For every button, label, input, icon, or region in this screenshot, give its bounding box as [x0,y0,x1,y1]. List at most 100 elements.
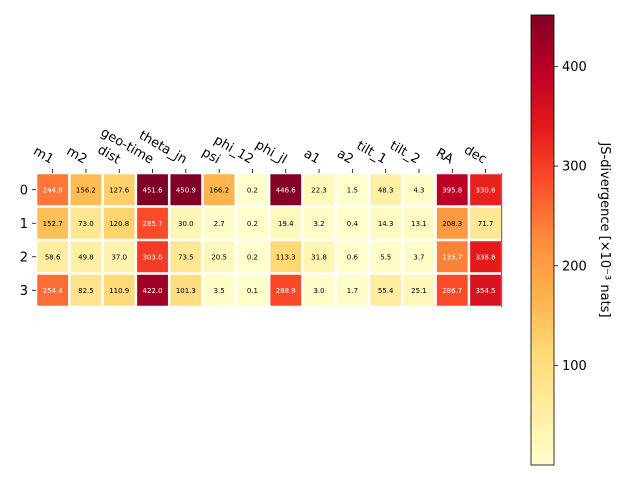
cell-label-r0-c5: 166.2 [209,186,229,194]
colorbar-tick-label-1: 200 [562,259,587,274]
heatmap-cell-r2-c13 [470,241,501,273]
cell-label-r0-c7: 446.6 [276,186,297,194]
heatmap-cell-r3-c9 [336,274,368,306]
heatmap-cells [37,173,503,307]
heatmap-cell-r3-c6 [237,274,268,306]
cell-label-r0-c12: 395.8 [442,186,462,194]
cell-label-r1-c12: 208.3 [442,220,462,228]
heatmap-cell-r2-c10 [370,241,402,273]
cell-label-r2-c2: 37.0 [111,253,127,261]
cell-label-r3-c8: 3.0 [313,287,324,295]
cell-label-r0-c11: 4.3 [413,186,424,194]
cell-label-r2-c8: 31.8 [311,253,327,261]
heatmap-cell-r2-c11 [403,241,435,273]
cell-label-r0-c4: 450.9 [176,186,196,194]
row-label-3: 3 [20,284,28,299]
colorbar-label: JS-divergence [×10⁻³ nats] [597,141,612,317]
colorbar-tick-label-0: 100 [562,359,587,374]
cell-label-r0-c2: 127.6 [109,186,130,194]
cell-label-r2-c7: 113.3 [276,253,296,261]
cell-label-r3-c3: 422.0 [143,287,163,295]
heatmap-cell-r0-c1 [70,174,102,206]
heatmap-cell-r3-c1 [70,274,102,306]
cell-label-r3-c2: 110.9 [109,287,129,295]
heatmap-cell-r3-c13 [470,274,501,306]
col-label-13: dec [461,143,489,168]
cell-label-r2-c10: 5.5 [380,253,391,261]
heatmap-cell-r2-c6 [237,241,268,273]
heatmap-cell-r0-c12 [436,174,468,206]
cell-label-r3-c4: 101.3 [176,287,196,295]
heatmap-cell-r2-c7 [270,241,302,273]
heatmap-cell-r1-c6 [237,207,268,239]
heatmap-cell-r3-c3 [137,274,168,306]
heatmap-cell-r1-c3 [137,207,168,239]
cell-label-r0-c1: 156.2 [76,186,96,194]
heatmap-cell-r2-c12 [436,241,468,273]
cell-label-r0-c8: 22.3 [311,186,327,194]
cell-label-r2-c5: 20.5 [211,253,227,261]
cell-label-r1-c8: 3.2 [313,220,324,228]
heatmap-cell-r3-c4 [170,274,202,306]
heatmap-cell-labels: 244.8 156.2 127.6 451.6 450.9 166.2 0.2 446.6 22… [43,186,496,295]
heatmap-cell-r0-c2 [103,174,135,206]
cell-label-r0-c9: 1.5 [347,186,358,194]
heatmap-cell-r2-c1 [70,241,102,273]
col-label-9: a2 [334,146,356,167]
heatmap-cell-r3-c12 [436,274,468,306]
cell-label-r1-c9: 0.4 [347,220,359,228]
col-label-0: m1 [31,144,57,167]
cell-label-r3-c9: 1.7 [347,287,358,295]
heatmap-cell-r3-c2 [103,274,135,306]
heatmap-cell-r1-c11 [403,207,435,239]
heatmap-cell-r0-c8 [303,174,335,206]
cell-label-r0-c10: 48.3 [378,186,394,194]
cell-label-r1-c10: 14.3 [378,220,394,228]
col-label-10: tilt_1 [354,138,389,167]
row-label-2: 2 [20,250,28,265]
heatmap-cell-r0-c5 [203,174,235,206]
cell-label-r1-c11: 13.1 [411,220,427,228]
heatmap-cell-r0-c10 [370,174,402,206]
cell-label-r1-c1: 73.0 [78,220,94,228]
cell-label-r2-c4: 73.5 [178,253,194,261]
cell-label-r2-c12: 235.7 [442,253,462,261]
cell-label-r2-c6: 0.2 [247,253,258,261]
cell-label-r3-c12: 286.7 [442,287,462,295]
cell-label-r1-c5: 2.7 [214,220,225,228]
col-label-11: tilt_2 [387,138,422,167]
cell-label-r3-c13: 354.5 [476,287,496,295]
cell-label-r0-c13: 330.6 [476,186,497,194]
heatmap-cell-r1-c8 [303,207,335,239]
heatmap-cell-r1-c1 [70,207,102,239]
cell-label-r3-c5: 3.5 [214,287,225,295]
heatmap-cell-r2-c2 [103,241,135,273]
heatmap-cell-r3-c10 [370,274,402,306]
row-label-1: 1 [20,217,28,232]
heatmap-cell-r2-c8 [303,241,335,273]
heatmap-cell-r0-c7 [270,174,302,206]
heatmap-cell-r3-c7 [270,274,302,306]
heatmap-cell-r3-c5 [203,274,235,306]
colorbar-tick-label-2: 300 [562,160,587,175]
cell-label-r2-c0: 58.6 [45,253,61,261]
cell-label-r2-c3: 303.0 [143,253,163,261]
heatmap-cell-r0-c6 [237,174,268,206]
heatmap-cell-r3-c8 [303,274,335,306]
cell-label-r1-c3: 285.7 [143,220,163,228]
row-label-0: 0 [20,183,28,198]
colorbar-gradient [530,14,555,466]
cell-label-r3-c6: 0.1 [247,287,258,295]
cell-label-r1-c7: 19.4 [278,220,294,228]
heatmap-cell-r1-c4 [170,207,202,239]
heatmap-cell-r1-c5 [203,207,235,239]
heatmap-cell-r0-c13 [470,174,501,206]
col-label-8: a1 [301,146,323,167]
heatmap-cell-r3-c0 [37,274,69,306]
heatmap-cell-r2-c3 [137,241,168,273]
cell-label-r2-c1: 49.8 [78,253,94,261]
cell-label-r1-c6: 0.2 [247,220,258,228]
cell-label-r1-c0: 152.7 [43,220,63,228]
